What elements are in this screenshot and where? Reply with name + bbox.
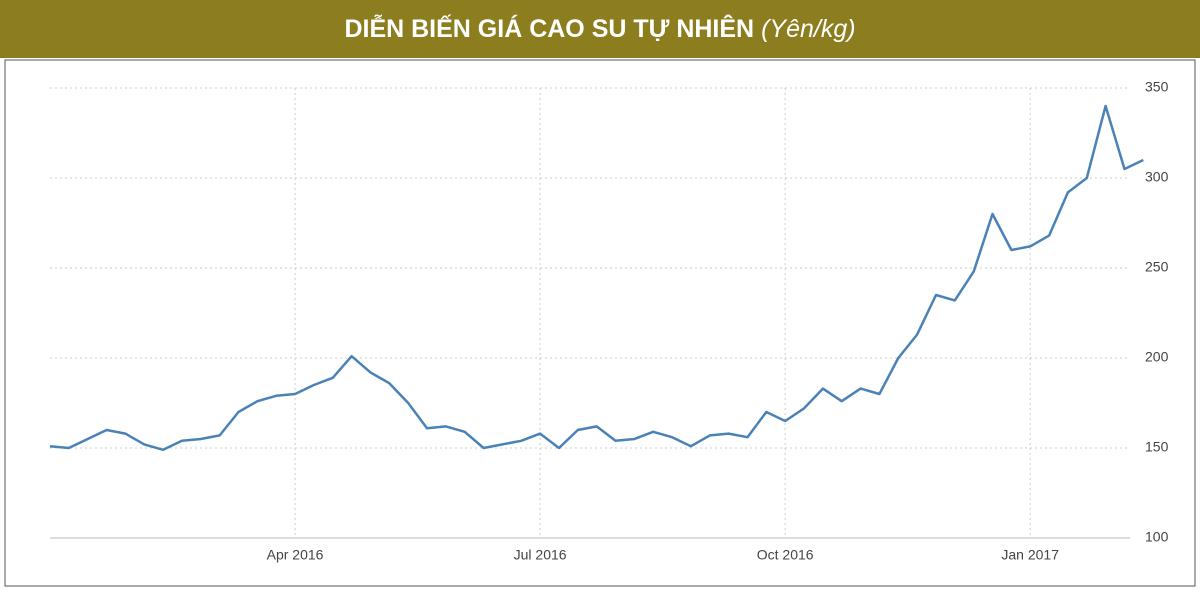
y-tick-label: 350 xyxy=(1145,79,1169,95)
y-tick-label: 300 xyxy=(1145,169,1169,185)
y-tick-label: 100 xyxy=(1145,529,1169,545)
x-tick-label: Oct 2016 xyxy=(757,547,814,563)
price-line xyxy=(49,104,1144,452)
y-tick-label: 200 xyxy=(1145,349,1169,365)
title: DIỄN BIẾN GIÁ CAO SU TỰ NHIÊN xyxy=(344,13,754,43)
plot-frame xyxy=(4,59,1196,587)
x-tick-label: Jan 2017 xyxy=(1001,547,1059,563)
header-band xyxy=(0,0,1200,58)
x-tick-label: Apr 2016 xyxy=(267,547,324,563)
y-tick-label: 150 xyxy=(1145,439,1169,455)
y-tick-label: 250 xyxy=(1145,259,1169,275)
unit: (Yên/kg) xyxy=(761,15,855,43)
chart-title: DIỄN BIẾN GIÁ CAO SU TỰ NHIÊN (Yên/kg) xyxy=(344,13,855,43)
x-tick-label: Jul 2016 xyxy=(514,547,567,563)
